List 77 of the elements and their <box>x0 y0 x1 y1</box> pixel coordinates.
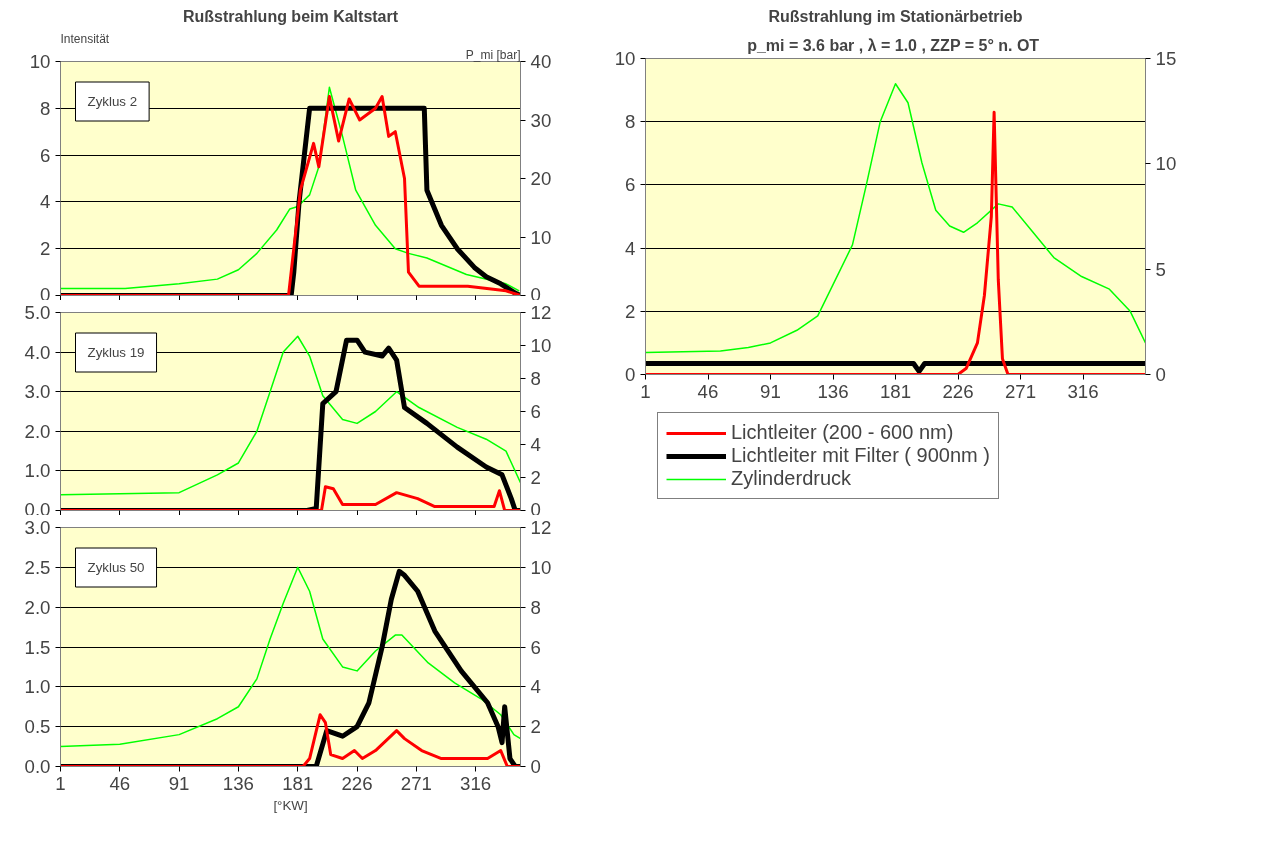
y-tick-label: 2.0 <box>24 420 51 442</box>
annotation: Zyklus 2 <box>87 94 138 109</box>
y2-tick-label: 8 <box>530 368 541 389</box>
x-tick-label: 316 <box>1067 380 1099 402</box>
x-tick-label: 226 <box>341 772 373 794</box>
y-tick-label: 0 <box>40 283 51 305</box>
y2-tick-label: 40 <box>530 51 552 72</box>
x-tick-label: 46 <box>109 772 131 794</box>
x-tick-label: 1 <box>55 772 66 794</box>
y-tick-label: 1.0 <box>24 460 51 482</box>
y2-tick-label: 12 <box>530 302 552 323</box>
x-tick-label: 91 <box>760 380 781 402</box>
legend-label: Zylinderdruck <box>731 467 852 490</box>
x-tick-label: 181 <box>282 772 314 794</box>
x-tick-label: 46 <box>697 380 719 402</box>
y-tick-label: 4 <box>625 237 636 259</box>
y-tick-label: 1.0 <box>24 676 51 698</box>
y-tick-label: 6 <box>625 174 636 196</box>
legend-label: Lichtleiter (200 - 600 nm) <box>731 421 954 444</box>
x-tick-label: 136 <box>222 772 255 794</box>
y-tick-label: 10 <box>29 51 51 72</box>
line-series <box>645 83 1146 354</box>
y2-tick-label: 0 <box>530 756 541 777</box>
annotation: Zyklus 19 <box>87 345 145 360</box>
y-tick-label: 4 <box>40 191 51 213</box>
y-tick-label: 2.5 <box>24 556 51 578</box>
x-tick-label: 91 <box>168 772 190 794</box>
x-tick-label: 136 <box>817 380 849 402</box>
y2-tick-label: 6 <box>530 636 541 658</box>
y-tick-label: 1.5 <box>24 636 51 658</box>
y2-tick-label: 10 <box>530 335 552 356</box>
y-tick-label: 10 <box>614 48 636 69</box>
x-tick-label: 316 <box>460 772 492 794</box>
x-tick-label: 226 <box>942 380 974 402</box>
y2-axis-title: P_mi [bar] <box>465 47 521 62</box>
y2-tick-label: 10 <box>1155 153 1177 175</box>
y-tick-label: 5.0 <box>24 302 51 323</box>
y2-tick-label: 10 <box>530 556 552 578</box>
y-tick-label: 4.0 <box>24 341 51 363</box>
y2-tick-label: 4 <box>530 434 541 455</box>
x-tick-label: 1 <box>640 380 651 402</box>
x-tick-label: 271 <box>1004 380 1037 402</box>
y-tick-label: 2 <box>40 238 51 260</box>
x-tick-label: 271 <box>400 772 432 794</box>
y-tick-label: 2.0 <box>24 596 51 618</box>
x-axis-title: [°KW] <box>273 797 308 813</box>
y2-tick-label: 30 <box>530 109 552 131</box>
annotation: Zyklus 50 <box>87 560 145 575</box>
y2-tick-label: 15 <box>1155 48 1177 69</box>
y-tick-label: 6 <box>40 144 51 166</box>
y-tick-label: 0.5 <box>24 716 51 738</box>
y2-tick-label: 5 <box>1155 258 1166 280</box>
y-axis-title: Intensität <box>60 31 110 46</box>
y2-tick-label: 0 <box>1155 364 1166 385</box>
y-tick-label: 0.0 <box>24 756 51 777</box>
chart-title: Rußstrahlung beim Kaltstart <box>182 7 399 25</box>
y-tick-label: 3.0 <box>24 517 51 538</box>
y2-tick-label: 2 <box>530 716 541 738</box>
y-tick-label: 0 <box>625 364 636 385</box>
chart-subtitle: p_mi = 3.6 bar , λ = 1.0 , ZZP = 5° n. OT <box>747 36 1040 54</box>
y2-tick-label: 10 <box>530 226 552 248</box>
y-tick-label: 2 <box>625 300 636 322</box>
y-tick-label: 8 <box>625 111 636 133</box>
y-tick-label: 3.0 <box>24 381 51 403</box>
y-tick-label: 8 <box>40 97 51 119</box>
legend-label: Lichtleiter mit Filter ( 900nm ) <box>731 444 990 467</box>
y2-tick-label: 0 <box>530 283 541 305</box>
x-tick-label: 181 <box>879 380 912 402</box>
y-tick-label: 0.0 <box>24 498 51 520</box>
y2-tick-label: 2 <box>530 467 541 488</box>
y2-tick-label: 4 <box>530 676 541 698</box>
chart-title: Rußstrahlung im Stationärbetrieb <box>768 7 1023 25</box>
y2-tick-label: 8 <box>530 596 541 618</box>
y2-tick-label: 6 <box>530 401 541 422</box>
y2-tick-label: 0 <box>530 498 541 520</box>
y2-tick-label: 20 <box>530 168 552 189</box>
y2-tick-label: 12 <box>530 517 552 538</box>
